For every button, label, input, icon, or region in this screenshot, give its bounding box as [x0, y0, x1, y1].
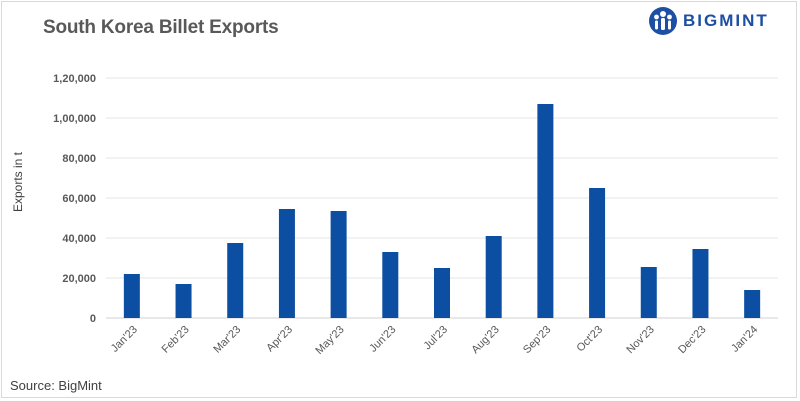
- y-tick-label: 20,000: [62, 273, 96, 285]
- source-note: Source: BigMint: [10, 378, 102, 393]
- y-axis-tick-labels: 0 20,000 40,000 60,000 80,000 1,00,000 1,20,00…: [53, 73, 96, 325]
- x-category-label: Nov'23: [624, 324, 656, 356]
- x-axis-category-labels: Jan'23 Feb'23 Mar'23 Apr'23 May'23 Jun'23 Jul'…: [109, 324, 760, 357]
- bigmint-logo: BIGMINT: [648, 6, 769, 36]
- logo-wordmark: BIGMINT: [683, 11, 769, 30]
- x-category-label: Sep'23: [521, 324, 553, 356]
- bar: [278, 209, 295, 318]
- y-tick-label: 80,000: [62, 153, 96, 165]
- x-category-label: Jan'24: [729, 324, 760, 355]
- x-category-label: Jan'23: [109, 324, 140, 355]
- y-axis-title: Exports in t: [11, 151, 25, 212]
- x-category-label: May'23: [313, 324, 346, 357]
- bar: [640, 267, 657, 318]
- x-category-label: Jul'23: [422, 324, 451, 353]
- bars: [123, 104, 761, 318]
- bar: [175, 284, 192, 318]
- bar: [692, 249, 709, 318]
- x-category-label: Dec'23: [676, 324, 708, 356]
- chart-title: South Korea Billet Exports: [43, 17, 279, 38]
- x-category-label: Oct'23: [574, 324, 605, 355]
- bar: [485, 236, 502, 318]
- x-category-label: Feb'23: [160, 324, 192, 356]
- y-tick-label: 1,00,000: [53, 113, 96, 125]
- bar: [589, 188, 606, 318]
- bar: [123, 274, 140, 318]
- bar: [434, 268, 450, 318]
- bar: [227, 243, 244, 318]
- x-category-label: Aug'23: [469, 324, 501, 356]
- bar: [330, 211, 347, 318]
- y-tick-label: 40,000: [62, 233, 96, 245]
- x-category-label: Jun'23: [367, 324, 398, 355]
- y-tick-label: 1,20,000: [53, 73, 96, 85]
- bar: [382, 252, 399, 318]
- y-tick-label: 0: [90, 313, 96, 325]
- gridlines: [106, 77, 778, 319]
- x-category-label: Apr'23: [264, 324, 295, 355]
- bar: [537, 104, 554, 318]
- bigmint-logo-icon: [649, 7, 677, 35]
- bar: [744, 290, 761, 318]
- x-category-label: Mar'23: [211, 324, 243, 356]
- y-tick-label: 60,000: [62, 193, 96, 205]
